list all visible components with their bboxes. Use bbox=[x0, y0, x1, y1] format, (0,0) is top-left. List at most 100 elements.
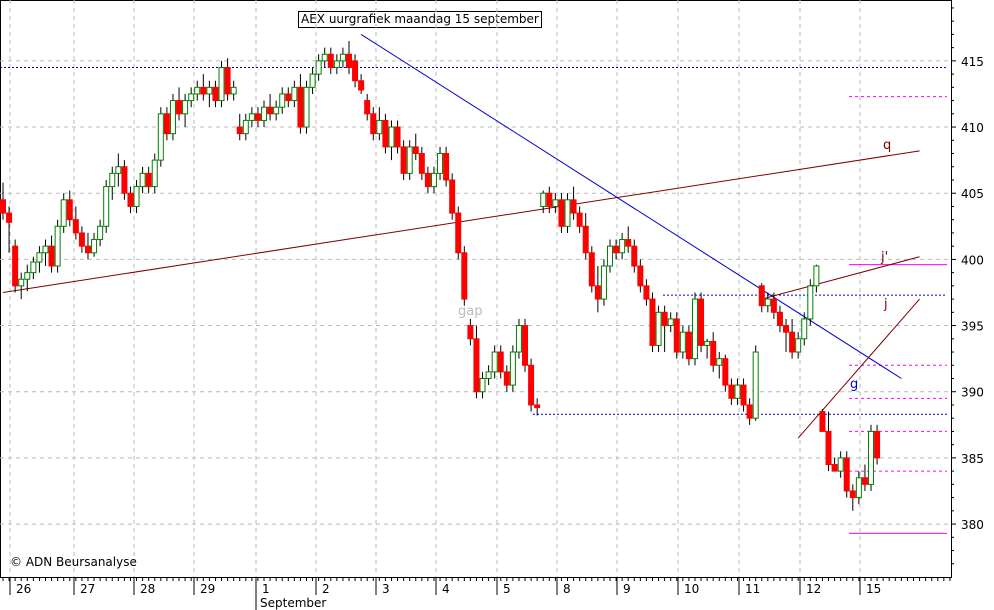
candle-body bbox=[188, 93, 195, 102]
candle-body bbox=[42, 245, 49, 254]
candle-body bbox=[455, 212, 462, 254]
candle-body bbox=[273, 106, 280, 115]
y-tick-label: 395 bbox=[961, 320, 984, 334]
candle-body bbox=[673, 318, 680, 353]
candle-body bbox=[115, 166, 122, 174]
trendline-q bbox=[2, 150, 920, 293]
candle-body bbox=[60, 199, 67, 227]
candle-body bbox=[309, 73, 316, 88]
candle-body bbox=[291, 86, 298, 102]
candle-body bbox=[485, 371, 492, 379]
candle-body bbox=[418, 153, 425, 174]
candle-body bbox=[831, 464, 838, 472]
candle-body bbox=[522, 325, 529, 366]
trendline-j bbox=[797, 298, 920, 439]
candle-body bbox=[364, 100, 371, 115]
candle-body bbox=[582, 225, 589, 254]
candle-body bbox=[691, 298, 698, 360]
candle-body bbox=[716, 358, 723, 366]
candle-body bbox=[412, 146, 419, 155]
y-tick-label: 405 bbox=[961, 187, 984, 201]
candle-body bbox=[509, 351, 516, 386]
candle-body bbox=[224, 66, 231, 95]
candle-body bbox=[540, 192, 547, 207]
candle-body bbox=[546, 192, 553, 207]
candle-body bbox=[333, 60, 340, 68]
candle-body bbox=[36, 252, 43, 263]
candle-body bbox=[710, 340, 717, 366]
candle-body bbox=[679, 331, 686, 353]
candle-body bbox=[261, 106, 268, 121]
candle-body bbox=[182, 100, 189, 115]
candle-body bbox=[358, 80, 365, 91]
y-tick-label: 390 bbox=[961, 386, 984, 400]
candle-body bbox=[169, 100, 176, 135]
candle-body bbox=[588, 252, 595, 287]
candle-body bbox=[649, 298, 656, 346]
candle-body bbox=[746, 404, 753, 419]
candle-body bbox=[528, 364, 535, 406]
candle-body bbox=[315, 60, 322, 75]
candle-body bbox=[764, 298, 771, 307]
x-day-label: 5 bbox=[503, 582, 511, 596]
candle-body bbox=[327, 53, 334, 68]
candle-body bbox=[248, 113, 255, 121]
candle-body bbox=[752, 351, 759, 419]
candle-body bbox=[230, 86, 237, 95]
candle-body bbox=[698, 298, 705, 346]
candle-body bbox=[370, 113, 377, 135]
candle-body bbox=[631, 245, 638, 267]
candle-body bbox=[801, 318, 808, 340]
candle-body bbox=[607, 245, 613, 267]
candle-body bbox=[236, 126, 243, 135]
y-tick-label: 400 bbox=[961, 253, 984, 267]
candle-body bbox=[661, 311, 668, 327]
candle-body bbox=[297, 86, 304, 128]
candle-body bbox=[352, 60, 359, 82]
candle-body bbox=[424, 172, 431, 188]
candle-body bbox=[552, 199, 559, 207]
candle-body bbox=[783, 325, 790, 333]
candle-body bbox=[807, 285, 814, 320]
candle-body bbox=[461, 252, 468, 300]
candle-body bbox=[637, 265, 644, 287]
y-tick-label: 380 bbox=[961, 518, 984, 532]
candle-body bbox=[285, 93, 292, 102]
candle-body bbox=[813, 265, 820, 287]
x-day-label: 10 bbox=[684, 582, 699, 596]
candle-body bbox=[825, 430, 832, 466]
candle-body bbox=[874, 430, 881, 459]
candle-body bbox=[437, 153, 444, 174]
x-day-label: 8 bbox=[563, 582, 571, 596]
candle-body bbox=[855, 477, 862, 499]
trendline-g bbox=[360, 33, 902, 379]
candle-body bbox=[776, 311, 783, 327]
x-day-label: 3 bbox=[382, 582, 390, 596]
x-day-label: 1 bbox=[262, 582, 270, 596]
x-day-label: 12 bbox=[806, 582, 821, 596]
candle-body bbox=[849, 490, 856, 499]
candle-body bbox=[218, 66, 225, 102]
candle-body bbox=[109, 172, 116, 188]
candle-body bbox=[613, 245, 620, 254]
x-day-label: 27 bbox=[80, 582, 95, 596]
candle-body bbox=[12, 245, 19, 287]
candle-body bbox=[685, 331, 692, 360]
annotation-q: q bbox=[883, 138, 891, 153]
candle-body bbox=[151, 159, 158, 188]
candle-body bbox=[473, 338, 480, 393]
candle-body bbox=[655, 311, 662, 346]
candle-body bbox=[479, 377, 486, 393]
candle-body bbox=[145, 172, 152, 188]
candle-body bbox=[212, 86, 219, 102]
x-day-label: 29 bbox=[200, 582, 215, 596]
candle-body bbox=[534, 404, 541, 409]
candle-body bbox=[388, 126, 395, 148]
candle-body bbox=[789, 331, 796, 353]
candle-body bbox=[176, 100, 183, 115]
candle-body bbox=[394, 126, 401, 148]
chart-title: AEX uurgrafiek maandag 15 september bbox=[298, 11, 542, 28]
candle-body bbox=[24, 272, 31, 280]
candle-body bbox=[734, 384, 741, 399]
candle-body bbox=[200, 86, 207, 95]
